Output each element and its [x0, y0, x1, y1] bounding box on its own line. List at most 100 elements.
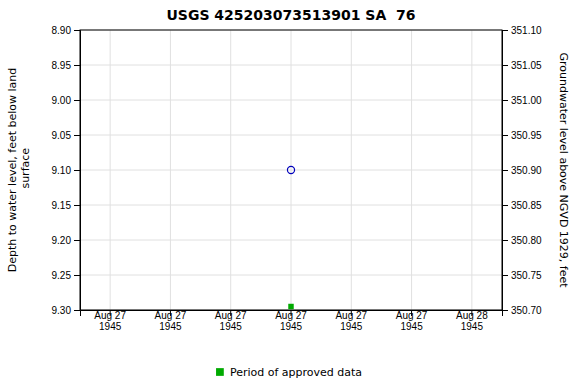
y-tick: 9.05: [52, 130, 80, 141]
y-tick-label: 9.20: [52, 235, 72, 246]
text-line: Aug 27: [396, 310, 428, 321]
x-tick-label: Aug 271945: [155, 310, 187, 332]
text-line: 1945: [340, 321, 363, 332]
text-line: 1945: [280, 321, 303, 332]
y-tick-label: 8.95: [52, 60, 72, 71]
text-line: 1945: [159, 321, 182, 332]
y2-tick-mark: [502, 30, 508, 31]
y2-tick-mark: [502, 135, 508, 136]
y2-tick: 351.05: [502, 60, 542, 71]
y-tick: 9.10: [52, 165, 80, 176]
legend-swatch: [216, 368, 224, 376]
y-tick-mark: [74, 100, 80, 101]
y-tick: 9.00: [52, 95, 80, 106]
x-tick: Aug 271945: [335, 310, 367, 332]
y2-tick-label: 350.90: [511, 165, 542, 176]
y-tick: 9.30: [52, 305, 80, 316]
y2-axis: 350.70 350.75 350.80 350.85 350.90 350.95 351.…: [502, 25, 542, 316]
text-line: Depth to water level, feet below land: [6, 68, 19, 273]
y2-tick-mark: [502, 240, 508, 241]
text-line: 1945: [461, 321, 484, 332]
text-line: Aug 27: [335, 310, 367, 321]
x-tick: Aug 271945: [94, 310, 126, 332]
text-line: 1945: [99, 321, 122, 332]
y-tick: 8.90: [52, 25, 80, 36]
plot-frame: [80, 30, 502, 310]
y2-tick: 351.10: [502, 25, 542, 36]
y-tick: 8.95: [52, 60, 80, 71]
series: [287, 166, 294, 173]
point-circle: [287, 166, 294, 173]
y-tick-mark: [74, 65, 80, 66]
y2-tick-label: 350.85: [511, 200, 542, 211]
y-tick-label: 9.05: [52, 130, 72, 141]
y2-tick-mark: [502, 310, 508, 311]
text-line: 1945: [220, 321, 243, 332]
x-tick-label: Aug 271945: [94, 310, 126, 332]
series: [288, 304, 293, 309]
y2-tick-mark: [502, 205, 508, 206]
y-tick-mark: [74, 135, 80, 136]
y2-tick-label: 351.00: [511, 95, 542, 106]
text-line: Aug 27: [215, 310, 247, 321]
y2-tick-label: 350.75: [511, 270, 542, 281]
point-square: [288, 304, 293, 309]
x-axis: Aug 271945Aug 271945Aug 271945Aug 271945…: [81, 310, 503, 332]
text-line: surface: [19, 148, 32, 192]
y-tick-mark: [74, 30, 80, 31]
text-line: Aug 27: [94, 310, 126, 321]
y-tick-label: 9.10: [52, 165, 72, 176]
y2-tick-mark: [502, 65, 508, 66]
x-tick: Aug 281945: [456, 310, 488, 332]
y2-axis-label: Groundwater level above NGVD 1929, feet: [557, 52, 570, 288]
y-tick: 9.25: [52, 270, 80, 281]
grid-line-y: [80, 240, 502, 241]
y2-tick-label: 350.70: [511, 305, 542, 316]
x-tick: Aug 271945: [215, 310, 247, 332]
y2-tick-label: 351.05: [511, 60, 542, 71]
marks: [287, 166, 294, 309]
y-tick-mark: [74, 310, 80, 311]
text-line: Aug 27: [275, 310, 307, 321]
grid-line-y: [80, 135, 502, 136]
text-line: Aug 28: [456, 310, 488, 321]
text-line: Aug 27: [155, 310, 187, 321]
y2-tick-label: 350.95: [511, 130, 542, 141]
y-tick: 9.15: [52, 200, 80, 211]
grid-line-y: [80, 275, 502, 276]
x-tick-label: Aug 281945: [456, 310, 488, 332]
y2-tick-mark: [502, 275, 508, 276]
y2-axis-line: [503, 31, 509, 311]
legend-item: Period of approved data: [216, 366, 362, 379]
y-axis: 8.90 8.95 9.00 9.05 9.10 9.15 9.20 9.25 9.30: [52, 25, 81, 316]
chart: Aug 271945Aug 271945Aug 271945Aug 271945…: [0, 0, 576, 384]
x-tick-label: Aug 271945: [215, 310, 247, 332]
y-tick-label: 8.90: [52, 25, 72, 36]
y-tick-label: 9.00: [52, 95, 72, 106]
y-tick-label: 9.30: [52, 305, 72, 316]
plot-area: Aug 271945Aug 271945Aug 271945Aug 271945…: [52, 25, 542, 332]
y2-tick-mark: [502, 170, 508, 171]
y2-tick-label: 351.10: [511, 25, 542, 36]
x-tick-label: Aug 271945: [335, 310, 367, 332]
x-tick: Aug 271945: [396, 310, 428, 332]
y-tick-label: 9.15: [52, 200, 72, 211]
y2-tick: 350.85: [502, 200, 542, 211]
y2-tick-label: 350.80: [511, 235, 542, 246]
y-tick-mark: [74, 205, 80, 206]
y-axis-line: [74, 31, 81, 311]
y-tick-mark: [74, 240, 80, 241]
y-tick-mark: [74, 275, 80, 276]
y-tick-label: 9.25: [52, 270, 72, 281]
grid-line-y: [80, 205, 502, 206]
legend-label: Period of approved data: [230, 366, 362, 379]
x-tick-label: Aug 271945: [396, 310, 428, 332]
title: USGS 425203073513901 SA 76: [166, 7, 415, 23]
grid-line-y: [80, 100, 502, 101]
y2-tick: 350.90: [502, 165, 542, 176]
x-tick-label: Aug 271945: [275, 310, 307, 332]
text-line: 1945: [400, 321, 423, 332]
grid: [80, 30, 502, 310]
y2-tick: 350.95: [502, 130, 542, 141]
y2-tick-mark: [502, 100, 508, 101]
